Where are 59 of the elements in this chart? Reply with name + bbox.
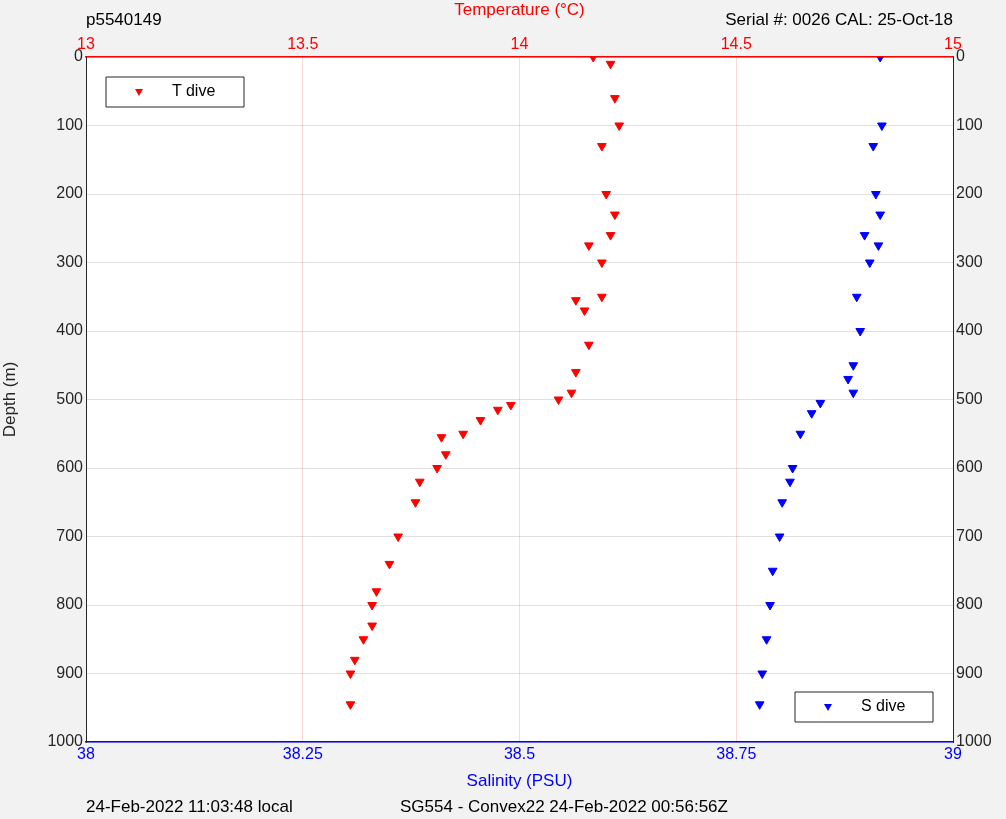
point <box>859 232 870 241</box>
x2-tick-label: 14.5 <box>720 34 752 52</box>
y2-tick-label: 700 <box>956 526 983 544</box>
x-tick-label: 39 <box>944 745 962 763</box>
text: SG554 - Convex22 24-Feb-2022 00:56:56Z <box>400 797 728 817</box>
point <box>757 670 768 679</box>
point <box>787 465 798 474</box>
text: 24-Feb-2022 11:03:48 local <box>86 797 293 817</box>
y-tick-label: 500 <box>56 389 84 407</box>
y-tick-label: 100 <box>56 115 84 133</box>
legend-label: S dive <box>861 697 906 715</box>
point <box>848 389 859 399</box>
point <box>785 478 795 488</box>
y-tick-label: 300 <box>56 252 84 270</box>
y2-tick-label: 200 <box>956 184 983 202</box>
y-tick-label: 200 <box>56 184 84 202</box>
point <box>848 362 859 371</box>
legend-label: T dive <box>172 82 216 100</box>
point <box>765 602 775 611</box>
point <box>871 191 881 200</box>
text: Serial #: 0026 CAL: 25-Oct-18 <box>725 10 953 30</box>
point <box>864 259 875 268</box>
x2-axis-title: Temperature (°C) <box>454 0 585 19</box>
y2-tick-label: 100 <box>956 115 983 133</box>
y2-tick-label: 500 <box>956 389 983 407</box>
y2-tick-label: 600 <box>956 458 983 476</box>
point <box>843 375 853 385</box>
y-tick-label: 600 <box>56 458 84 476</box>
y-tick-label: 700 <box>56 526 84 544</box>
text: p5540149 <box>86 10 162 30</box>
point <box>761 636 772 645</box>
x2-tick-label: 13.5 <box>287 34 319 52</box>
x2-tick-label: 14 <box>510 34 529 52</box>
point <box>877 122 887 131</box>
y2-tick-label: 900 <box>956 663 983 681</box>
y2-tick-label: 400 <box>956 321 983 339</box>
point <box>851 293 862 303</box>
point <box>855 328 866 337</box>
y-tick-label: 900 <box>56 663 84 681</box>
x-axis-title: Salinity (PSU) <box>466 771 573 791</box>
x-tick-label: 38 <box>77 745 95 763</box>
y2-tick-label: 800 <box>956 595 983 613</box>
point <box>754 701 765 710</box>
point <box>873 242 884 251</box>
y2-tick-label: 300 <box>956 252 983 270</box>
x-tick-label: 38.5 <box>503 745 536 763</box>
point <box>868 143 879 152</box>
point <box>806 410 817 419</box>
x-tick-label: 38.75 <box>716 745 757 763</box>
point <box>777 499 788 508</box>
y-tick-label: 800 <box>56 595 84 613</box>
y-axis-title: Depth (m) <box>0 361 19 438</box>
point <box>767 567 778 577</box>
point <box>774 533 785 542</box>
y-tick-label: 400 <box>56 321 84 339</box>
x-tick-label: 38.25 <box>282 745 323 763</box>
point <box>815 399 826 409</box>
point <box>875 211 885 221</box>
point <box>795 430 806 440</box>
